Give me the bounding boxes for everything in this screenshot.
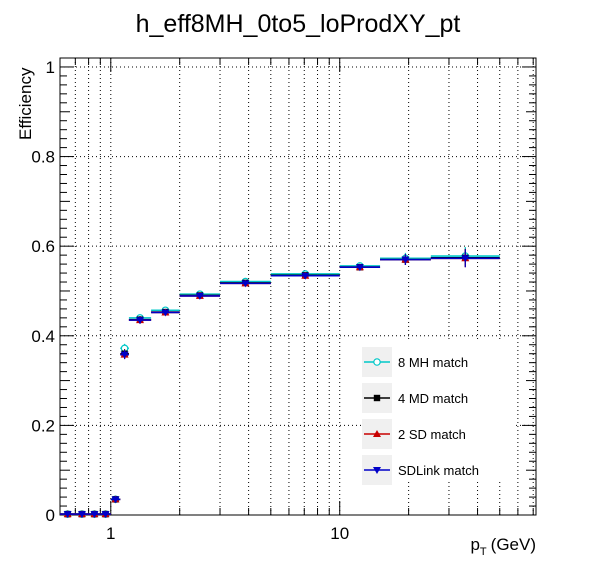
- x-axis-label-sub: T: [480, 546, 487, 558]
- legend-marker: [373, 430, 381, 437]
- series-sdlink-match: [60, 249, 500, 519]
- data-point: [301, 272, 310, 280]
- y-tick-label: 0.2: [31, 416, 55, 435]
- legend: 8 MH match 4 MD match 2 SD match SDLink mat…: [362, 342, 516, 485]
- x-axis-label: pT (GeV): [470, 535, 536, 558]
- data-point: [401, 256, 410, 264]
- x-tick-label: 1: [106, 524, 115, 543]
- legend-label: 2 SD match: [398, 427, 466, 442]
- chart-title: h_eff8MH_0to5_loProdXY_pt: [136, 10, 461, 38]
- data-point: [355, 264, 364, 272]
- data-point: [77, 511, 86, 519]
- legend-marker: [373, 358, 381, 366]
- plot-frame: [59, 57, 537, 516]
- legend-label: 4 MD match: [398, 391, 468, 406]
- legend-marker: [373, 467, 381, 474]
- y-tick-label: 0.6: [31, 237, 55, 256]
- data-point: [461, 255, 470, 263]
- data-point: [63, 511, 72, 519]
- legend-label: SDLink match: [398, 463, 479, 478]
- y-tick-label: 1: [46, 58, 55, 77]
- data-point: [195, 292, 204, 300]
- data-point: [111, 496, 120, 504]
- y-axis-label: Efficiency: [16, 67, 35, 140]
- y-tick-label: 0.4: [31, 327, 55, 346]
- legend-marker: [373, 394, 381, 402]
- data-point: [120, 351, 129, 359]
- x-tick-label: 10: [330, 524, 349, 543]
- axis-tick-labels: 1 10 0 0.2 0.4 0.6 0.8 1: [31, 58, 349, 543]
- x-axis-label-unit: (GeV): [491, 535, 536, 554]
- data-point: [136, 317, 145, 325]
- axis-ticks: [59, 58, 536, 516]
- data-point: [241, 280, 250, 288]
- y-tick-label: 0.8: [31, 148, 55, 167]
- data-point: [161, 309, 170, 317]
- data-point: [101, 511, 110, 519]
- legend-label: 8 MH match: [398, 355, 468, 370]
- y-tick-label: 0: [46, 506, 55, 525]
- data-series: [60, 247, 500, 519]
- x-axis-label-main: p: [470, 535, 479, 554]
- data-point: [90, 511, 99, 519]
